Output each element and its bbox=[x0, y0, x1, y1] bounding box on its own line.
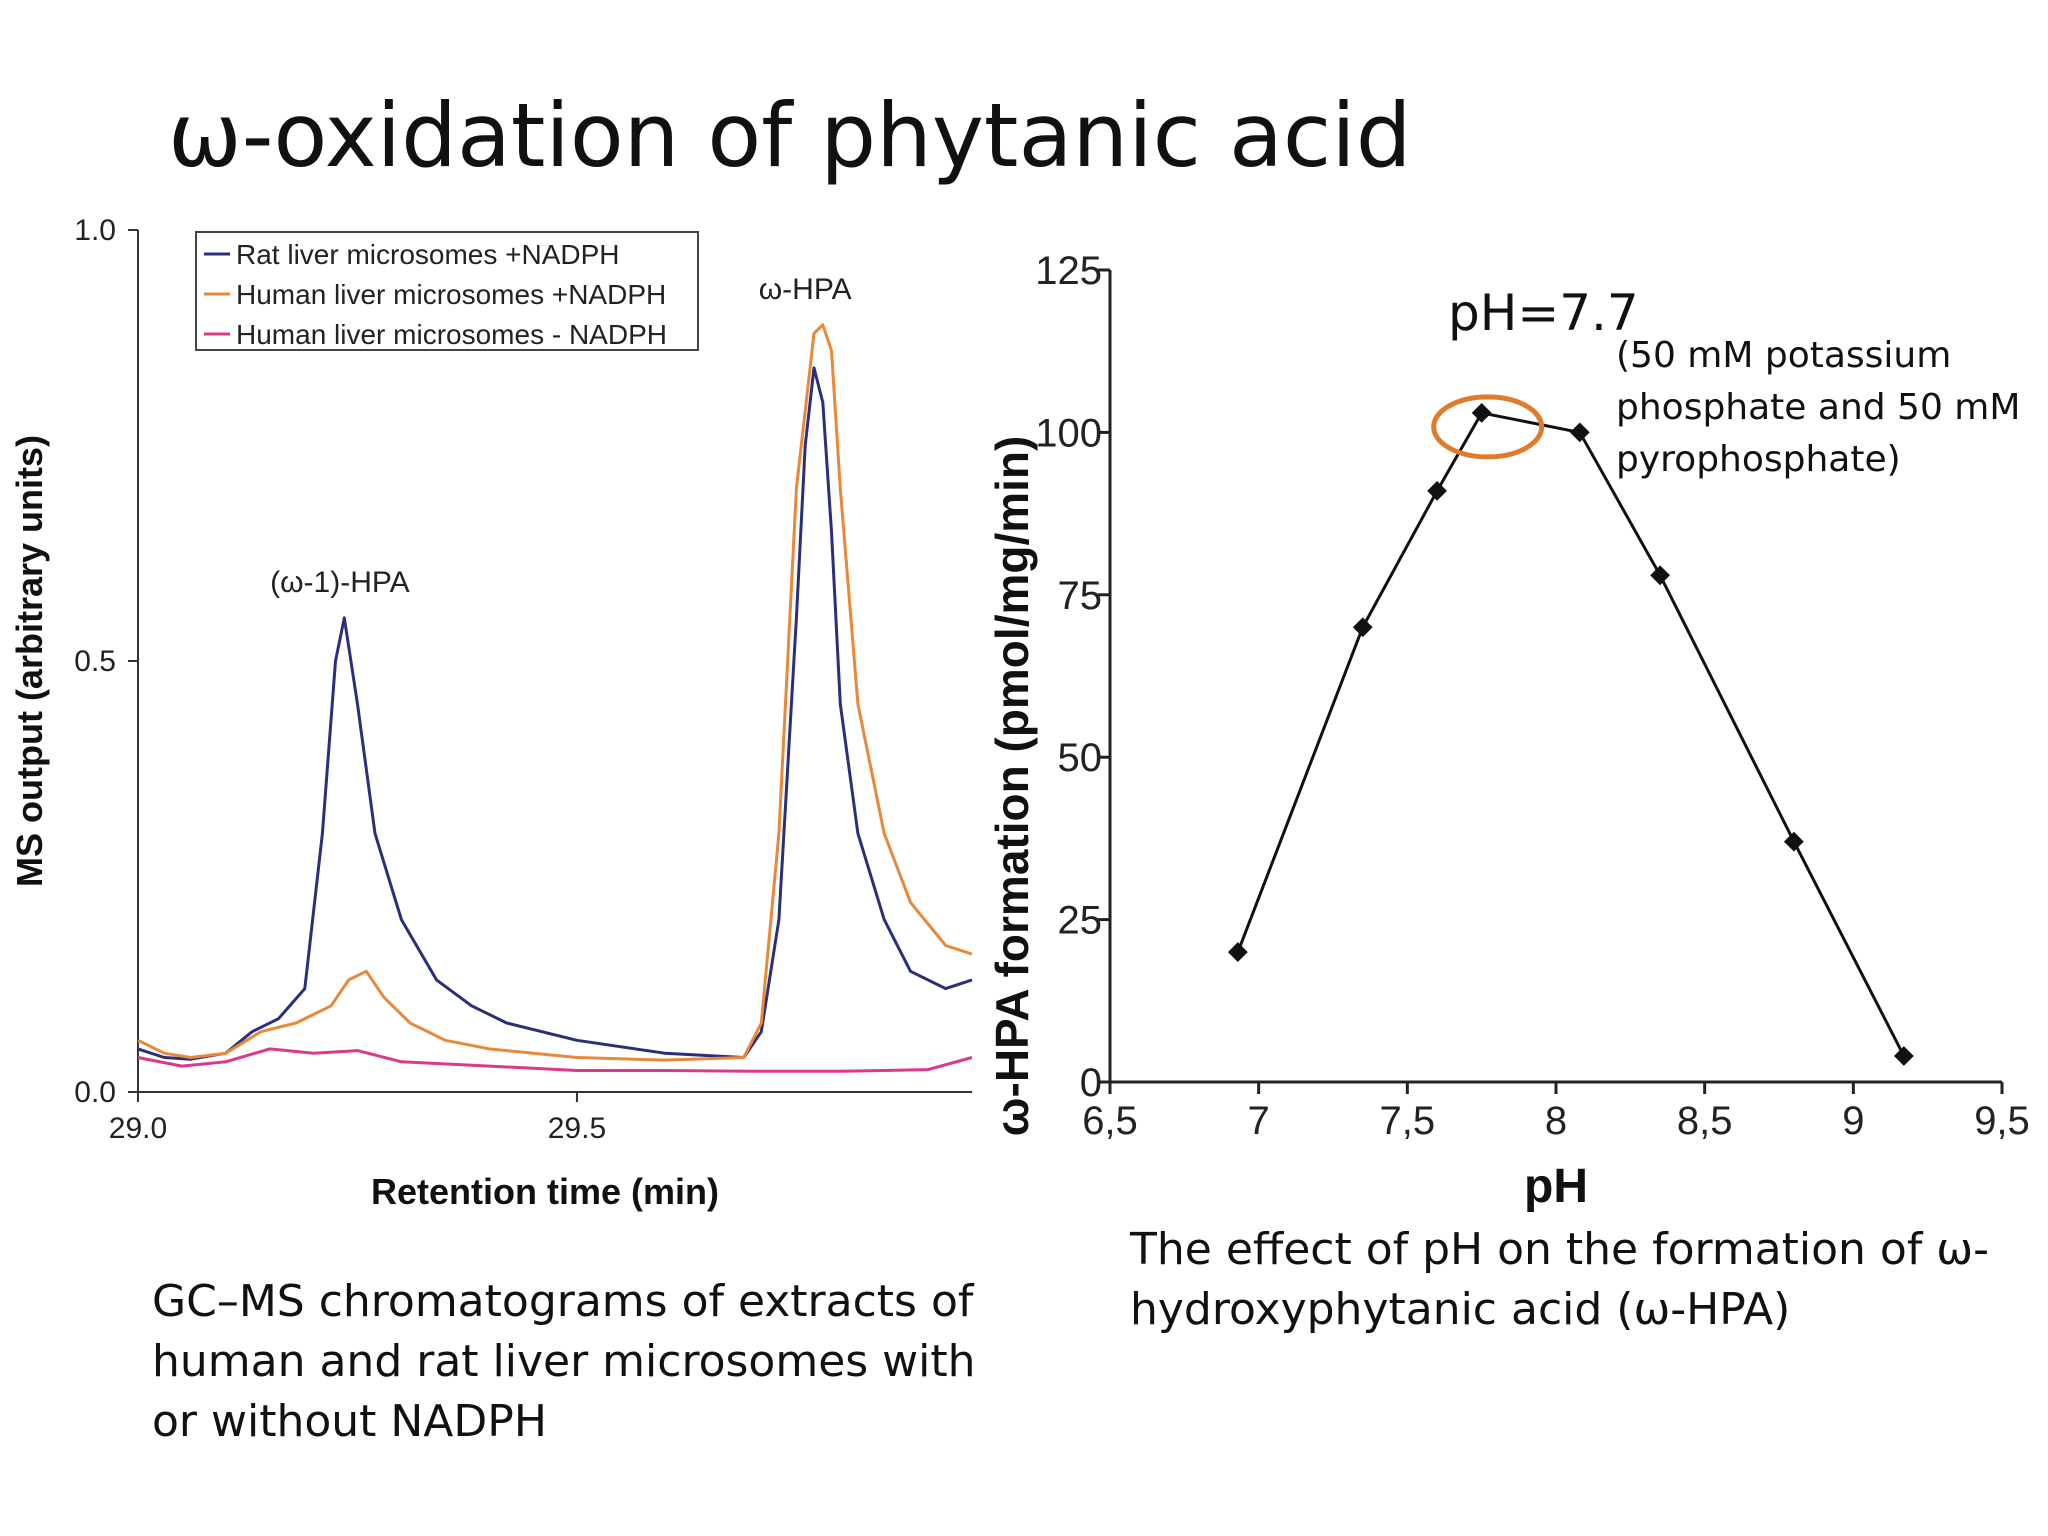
ph-effect-chart: 0 25 50 75 100 125 6,5 7 7,5 8 8,5 9 9,5 pH ω-HPA form… bbox=[986, 249, 2030, 1213]
gc-ms-chromatogram-chart: 0.0 0.5 1.0 29.0 29.5 Retention time (min) MS … bbox=[9, 214, 973, 1212]
y-tick-label: 75 bbox=[1058, 574, 1103, 618]
y-tick-label: 50 bbox=[1058, 736, 1103, 780]
gc-ms-caption: GC–MS chromatograms of extracts of human… bbox=[152, 1276, 976, 1447]
x-tick-label: 8 bbox=[1545, 1099, 1567, 1143]
y-tick-label: 0.0 bbox=[74, 1076, 116, 1109]
legend-box bbox=[195, 231, 699, 351]
x-axis-label: Retention time (min) bbox=[371, 1171, 719, 1212]
x-tick-label: 29.0 bbox=[109, 1112, 167, 1145]
peak-label: (ω-1)-HPA bbox=[270, 566, 410, 599]
ph-optimum-label: pH=7.7 bbox=[1448, 284, 1639, 342]
data-point bbox=[1352, 617, 1373, 638]
y-axis-label: ω-HPA formation (pmol/mg/min) bbox=[986, 436, 1038, 1137]
data-point bbox=[1783, 831, 1804, 852]
x-tick-label: 9,5 bbox=[1974, 1099, 2030, 1143]
legend-entry: Rat liver microsomes +NADPH bbox=[236, 239, 620, 270]
x-tick-label: 9 bbox=[1842, 1099, 1864, 1143]
peak-label: ω-HPA bbox=[759, 273, 852, 306]
series-line bbox=[137, 323, 973, 1062]
series-line bbox=[137, 1047, 973, 1073]
x-tick-label: 6,5 bbox=[1082, 1099, 1138, 1143]
y-tick-label: 0.5 bbox=[74, 645, 116, 678]
data-point bbox=[1893, 1046, 1914, 1066]
legend-entry: Human liver microsomes +NADPH bbox=[236, 279, 666, 310]
data-point bbox=[1569, 422, 1590, 443]
y-tick-label: 100 bbox=[1035, 411, 1102, 455]
x-tick-label: 7 bbox=[1248, 1099, 1270, 1143]
series-line bbox=[1236, 411, 1906, 1057]
buffer-note: (50 mM potassium phosphate and 50 mM pyr… bbox=[1616, 335, 2021, 480]
legend-entry: Human liver microsomes - NADPH bbox=[236, 319, 667, 350]
data-point bbox=[1427, 480, 1447, 501]
x-tick-label: 29.5 bbox=[548, 1112, 606, 1145]
y-tick-label: 1.0 bbox=[74, 214, 116, 247]
y-tick-label: 125 bbox=[1035, 249, 1102, 293]
x-axis-label: pH bbox=[1524, 1160, 1588, 1213]
ph-effect-caption: The effect of pH on the formation of ω-h… bbox=[1130, 1224, 1990, 1335]
x-tick-label: 8,5 bbox=[1677, 1099, 1733, 1143]
series-line bbox=[137, 366, 973, 1061]
x-tick-label: 7,5 bbox=[1380, 1099, 1436, 1143]
y-tick-label: 0 bbox=[1080, 1061, 1102, 1105]
data-point bbox=[1471, 403, 1492, 423]
y-tick-label: 25 bbox=[1058, 899, 1103, 943]
optimum-highlight-circle bbox=[1431, 394, 1545, 460]
data-point bbox=[1650, 565, 1670, 586]
slide-title: ω-oxidation of phytanic acid bbox=[168, 84, 1412, 187]
data-point bbox=[1227, 942, 1248, 962]
y-axis-label: MS output (arbitrary units) bbox=[9, 435, 50, 887]
